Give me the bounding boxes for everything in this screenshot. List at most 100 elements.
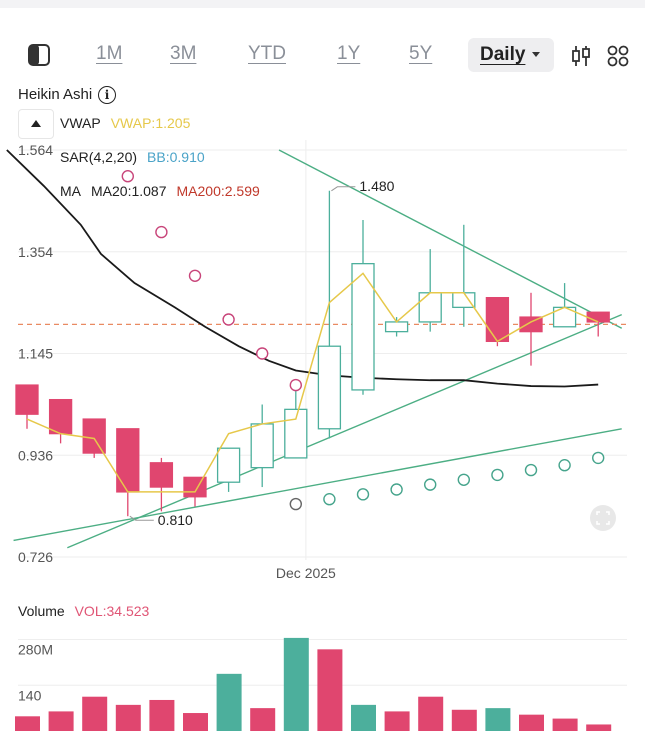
timeframe-1y[interactable]: 1Y xyxy=(337,43,361,64)
trendline xyxy=(67,314,622,549)
y-tick-label: 1.354 xyxy=(18,244,53,260)
candle xyxy=(48,398,73,444)
high-leader-line xyxy=(331,186,356,192)
volume-bar xyxy=(115,704,141,731)
sar-dot xyxy=(155,225,168,239)
candle xyxy=(351,219,375,395)
sar-dot xyxy=(222,313,235,326)
volume-bar xyxy=(552,718,578,731)
candle xyxy=(116,428,140,517)
timeframe-1m[interactable]: 1M xyxy=(96,43,123,64)
layout-grid-icon[interactable] xyxy=(607,45,629,67)
volume-bar xyxy=(283,637,309,731)
legend-bb-value: BB:0.910 xyxy=(147,149,205,165)
y-tick-label: 1.564 xyxy=(18,142,53,158)
candle-body xyxy=(15,384,39,415)
top-status-strip xyxy=(0,0,645,8)
volume-bar xyxy=(15,716,40,731)
volume-title: Volume VOL:34.523 xyxy=(18,603,149,619)
volume-bar xyxy=(418,696,444,731)
legend-sar: SAR(4,2,20) BB:0.910 xyxy=(60,149,205,165)
legend-ma-key: MA xyxy=(60,183,81,199)
vwap-line xyxy=(26,272,599,493)
sar-dot xyxy=(524,463,538,477)
legend-vwap: VWAP VWAP:1.205 xyxy=(60,115,190,131)
candle-body xyxy=(351,262,375,391)
candle-body xyxy=(519,316,543,333)
volume-title-label: Volume xyxy=(18,603,65,619)
low-leader-line xyxy=(129,515,154,521)
volume-bar xyxy=(48,711,74,731)
candle-body xyxy=(284,408,308,459)
sar-dot xyxy=(491,468,504,482)
sar-dot xyxy=(390,483,403,496)
y-tick-label: 0.726 xyxy=(18,549,53,565)
volume-bar xyxy=(485,708,511,731)
candle xyxy=(519,292,543,366)
legend-vwap-key: VWAP xyxy=(60,115,101,131)
candle-body xyxy=(317,345,342,430)
legend-ma20-value: MA20:1.087 xyxy=(91,183,167,199)
trendline xyxy=(13,428,622,542)
timeframe-ytd[interactable]: YTD xyxy=(248,43,286,64)
sar-dot xyxy=(323,493,336,506)
legend-ma: MA MA20:1.087 MA200:2.599 xyxy=(60,183,260,199)
sar-dot xyxy=(356,488,370,501)
volume-bar xyxy=(216,673,242,731)
sidebar-toggle-icon[interactable] xyxy=(27,43,51,67)
legend-vwap-value: VWAP:1.205 xyxy=(110,115,191,131)
chevron-down-icon xyxy=(532,52,540,57)
candle-body xyxy=(82,418,106,454)
volume-bar xyxy=(451,709,477,731)
volume-tick-label: 140 xyxy=(18,687,42,703)
ma20-line xyxy=(6,149,599,388)
toolbar: 1M 3M YTD 1Y 5Y Daily xyxy=(0,36,645,76)
info-icon[interactable]: i xyxy=(98,86,116,104)
sar-dot xyxy=(121,170,135,183)
legend-sar-key: SAR(4,2,20) xyxy=(60,149,138,165)
sar-dot xyxy=(188,269,202,282)
volume-bar xyxy=(82,696,108,731)
indicators-icon[interactable] xyxy=(570,44,592,68)
fullscreen-icon[interactable] xyxy=(590,505,616,531)
timeframe-3m[interactable]: 3M xyxy=(170,43,197,64)
x-tick-label: Dec 2025 xyxy=(276,565,336,581)
candle xyxy=(317,190,342,439)
fullscreen-button-bg xyxy=(590,505,616,531)
volume-bar xyxy=(586,724,612,731)
volume-bar xyxy=(384,711,410,731)
sar-dot xyxy=(289,378,302,392)
volume-bar xyxy=(149,699,175,731)
candle xyxy=(384,317,409,337)
volume-value: VOL:34.523 xyxy=(74,603,150,619)
timeframe-5y[interactable]: 5Y xyxy=(409,43,433,64)
candle-body xyxy=(418,292,442,323)
chart-title: Heikin Ashi xyxy=(18,86,93,103)
legend-collapse-button[interactable] xyxy=(18,109,54,139)
interval-label: Daily xyxy=(480,44,526,65)
sar-dot xyxy=(592,451,605,465)
candle-body xyxy=(485,296,510,343)
candle xyxy=(552,283,577,328)
candle-body xyxy=(116,428,140,493)
candle xyxy=(452,224,476,327)
legend-ma200-value: MA200:2.599 xyxy=(176,183,260,199)
candle-body xyxy=(384,321,409,333)
volume-bar xyxy=(351,704,376,731)
volume-bar xyxy=(183,713,208,731)
interval-dropdown[interactable]: Daily xyxy=(468,38,554,72)
candle-body xyxy=(216,447,241,483)
sar-dot xyxy=(558,459,571,472)
fullscreen-glyph xyxy=(596,511,610,525)
volume-tick-label: 280M xyxy=(18,642,53,658)
high-label: 1.480 xyxy=(359,178,394,194)
volume-bar xyxy=(250,708,276,731)
candle-body xyxy=(250,423,274,469)
candle-body xyxy=(183,476,207,498)
y-tick-label: 1.145 xyxy=(18,346,53,362)
candle xyxy=(149,457,174,512)
low-label: 0.810 xyxy=(158,512,193,528)
sar-dot xyxy=(457,473,470,486)
sar-dot xyxy=(424,478,437,491)
